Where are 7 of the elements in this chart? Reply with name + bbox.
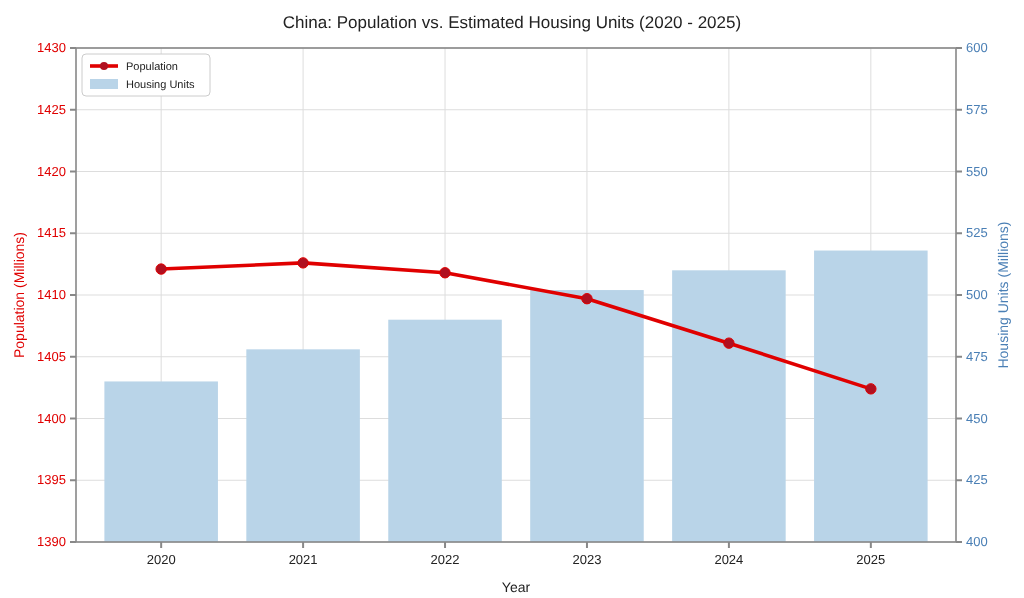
point — [155, 263, 167, 275]
point — [865, 383, 877, 395]
point — [723, 337, 735, 349]
point — [297, 257, 309, 269]
chart-title: China: Population vs. Estimated Housing Units (2020 - 2025) — [282, 12, 742, 32]
point — [439, 267, 451, 279]
point — [581, 293, 593, 305]
